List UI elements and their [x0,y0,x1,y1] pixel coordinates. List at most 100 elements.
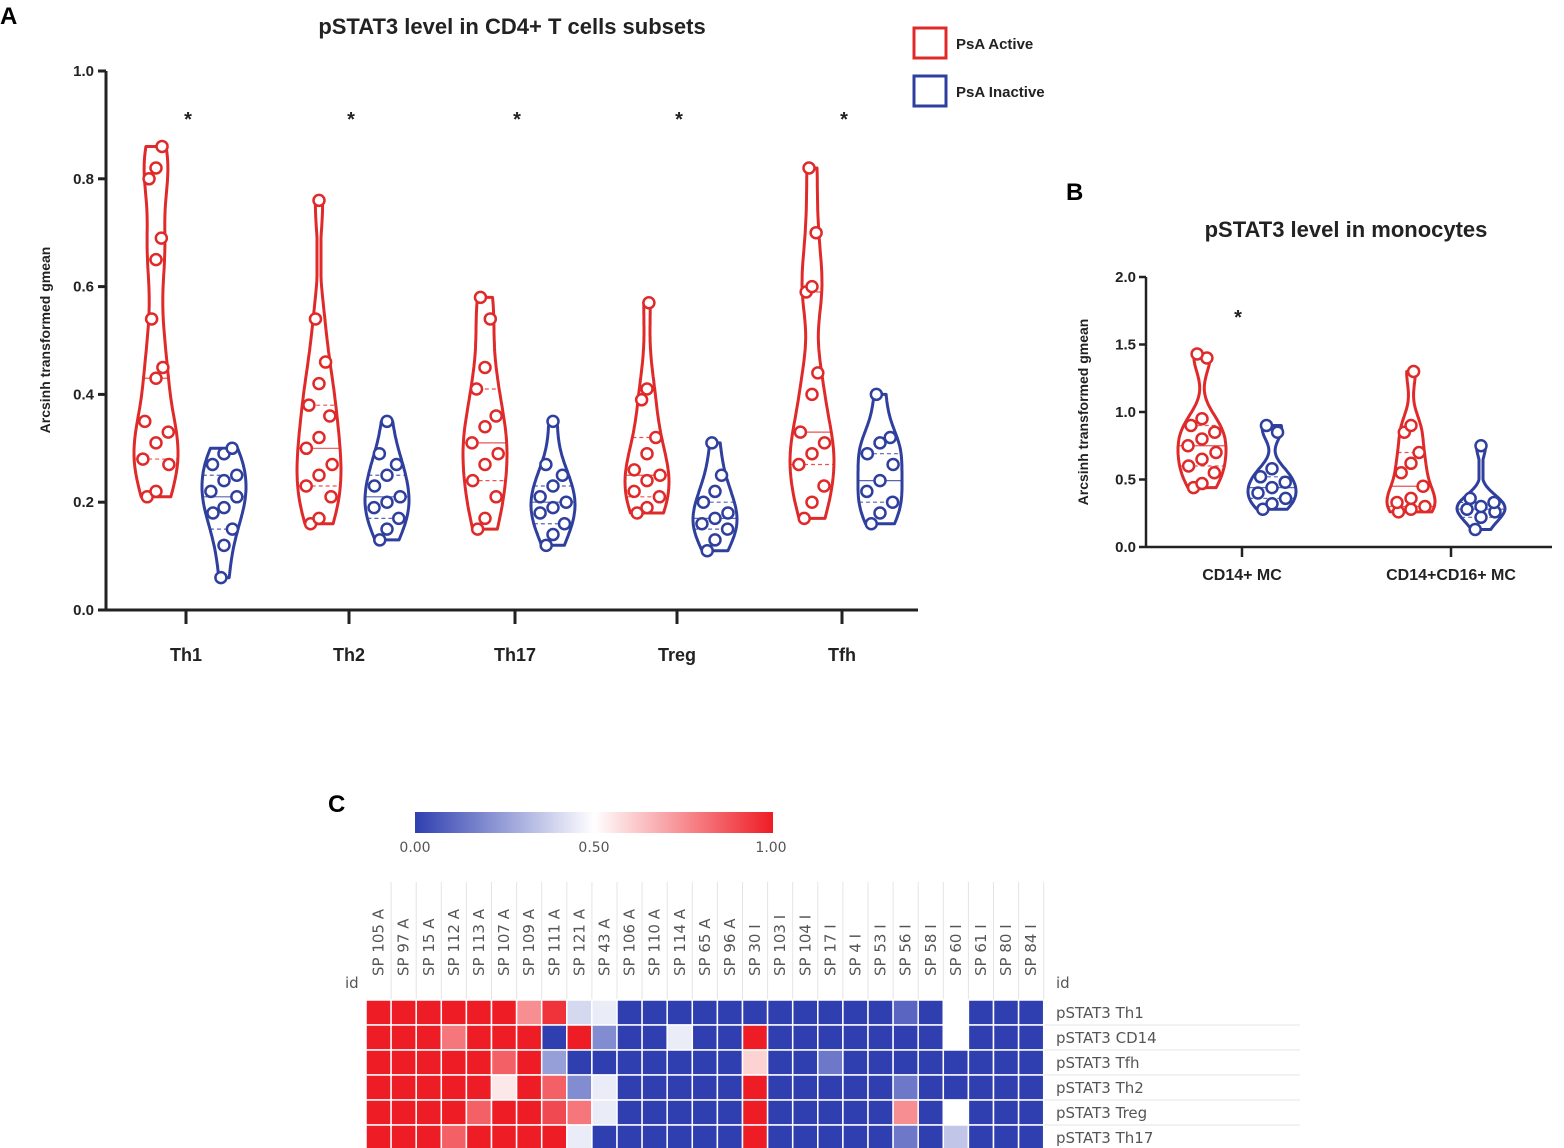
data-point [1404,418,1418,433]
row-label: pSTAT3 CD14 [1056,1029,1157,1047]
data-point [1404,491,1418,506]
heatmap-cell [540,999,568,1026]
heatmap-cell [365,1049,392,1076]
data-point [489,409,503,423]
data-point [630,506,644,520]
data-point [204,484,218,499]
heatmap-cell [791,1074,819,1101]
heatmap-cell [1017,1074,1045,1101]
heatmap-cell [766,999,794,1026]
heatmap-cell [440,1024,468,1051]
data-point [308,312,323,326]
category-label: CD14+CD16+ MC [1386,567,1516,584]
column-label: SP 112 A [445,908,463,976]
heatmap-cell [641,1049,668,1076]
heatmap-cell [817,1124,844,1148]
heatmap-cell [465,1099,493,1126]
heatmap-cell [415,999,443,1026]
y-tick-label: 2.0 [1115,269,1136,286]
heatmap-cell [1017,1024,1045,1051]
data-point [1474,439,1488,453]
heatmap-cell [892,1049,919,1076]
heatmap-cell [691,1074,719,1101]
data-point [312,511,326,526]
data-point [557,517,572,531]
heatmap-cell [616,1099,643,1126]
heatmap-cell [641,1074,668,1101]
column-label: SP 17 I [821,924,839,976]
heatmap-cell [440,1049,468,1076]
data-point [1209,445,1223,460]
heatmap-cell [390,1074,417,1101]
data-point [389,457,404,472]
data-point [373,533,387,547]
data-point [1207,425,1222,439]
data-point [1278,491,1293,506]
violin-outline-active [1385,370,1437,514]
heatmap-cell [465,1049,493,1076]
heatmap-cell [817,1024,844,1051]
legend: PsA Active PsA Inactive [912,26,1045,108]
heatmap-cell [390,1024,417,1051]
column-label: SP 97 A [395,918,413,976]
heatmap-cell [591,1124,618,1148]
data-point [299,441,314,456]
data-point [1190,347,1204,361]
heatmap-cell [917,1124,945,1148]
heatmap-cell [867,1074,894,1101]
panel-letter-a: A [0,3,17,30]
colorbar [415,812,773,833]
heatmap-cell [917,1024,945,1051]
heatmap-cell [766,1124,794,1148]
row-label: pSTAT3 Th2 [1056,1079,1144,1097]
data-point [372,446,387,461]
heatmap-cell [390,1124,417,1148]
data-point [873,506,887,520]
heatmap-cell [616,1024,643,1051]
heatmap-cell [691,1124,719,1148]
heatmap-cell [440,1099,468,1126]
data-point [1270,425,1285,439]
heatmap-cell [566,1074,593,1101]
data-point [805,387,819,402]
data-point [380,468,394,482]
data-point [1404,456,1418,471]
heatmap-cell [641,1124,668,1148]
data-point [652,490,667,504]
heatmap-cell [415,1124,443,1148]
heatmap-cell [566,999,593,1026]
data-point [1207,466,1222,480]
heatmap-cell [791,1124,819,1148]
heatmap-cell [440,999,468,1026]
data-point [1195,452,1209,466]
data-point [1265,497,1279,511]
column-label: SP 61 I [972,924,990,976]
data-point [1195,412,1209,426]
heatmap-cell [766,1099,794,1126]
category-label: Tfh [828,645,856,665]
data-point [478,419,492,434]
y-tick-label: 1.5 [1115,337,1136,354]
data-point [312,468,326,482]
violin-outline-active [132,145,180,499]
data-point [380,495,394,509]
heatmap-cell [917,1049,945,1076]
data-point [885,495,900,509]
data-point [217,538,231,553]
chart-b-ylabel: Arcsinh transformed gmean [1075,319,1091,506]
data-point [546,414,560,429]
data-point [1390,495,1404,510]
heatmap-cell [917,999,945,1026]
significance-marker: * [840,109,848,131]
data-point [640,473,654,488]
y-tick-label: 0.2 [73,494,94,511]
data-point [149,436,163,450]
data-point [708,484,722,499]
data-point [312,193,326,208]
heatmap-cell [465,1024,493,1051]
data-point [708,533,722,547]
data-point [1487,495,1501,510]
chart-c-heatmap: 0.00 0.50 1.00 SP 105 A SP 97 A SP 15 A SP 112… [365,840,1300,1148]
data-point [149,161,163,175]
data-point [705,436,719,450]
